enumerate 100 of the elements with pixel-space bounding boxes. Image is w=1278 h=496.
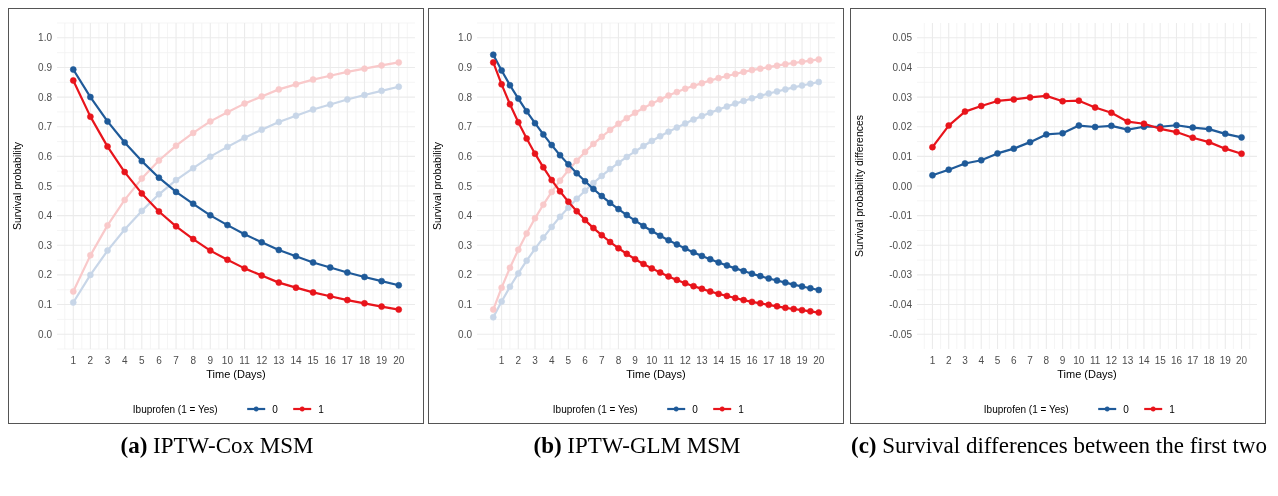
point <box>623 250 631 258</box>
y-tick-label: 0.00 <box>892 180 913 192</box>
point <box>378 277 385 285</box>
point <box>757 272 764 280</box>
x-tick-label: 8 <box>1043 355 1050 366</box>
point <box>623 211 631 219</box>
x-tick-label: 14 <box>713 355 725 366</box>
point <box>1189 134 1197 141</box>
y-tick-label: 0.4 <box>458 210 473 222</box>
point <box>815 309 823 316</box>
point <box>961 160 969 167</box>
legend-label: 0 <box>1123 403 1130 415</box>
point <box>138 190 146 197</box>
point <box>395 281 403 289</box>
point <box>665 273 672 280</box>
point <box>994 97 1001 105</box>
point <box>1238 134 1245 141</box>
point <box>155 191 163 198</box>
y-tick-label: 0.8 <box>458 91 473 103</box>
y-tick-label: 0.3 <box>38 239 53 251</box>
point <box>665 128 672 136</box>
point <box>548 188 555 196</box>
point <box>698 79 706 87</box>
point <box>121 139 128 146</box>
x-tick-label: 16 <box>746 355 758 366</box>
legend-label: 1 <box>318 403 325 415</box>
text: (b) IPTW-GLM MSM <box>533 432 741 459</box>
point <box>790 305 797 313</box>
point <box>326 72 334 80</box>
point <box>506 100 514 108</box>
point <box>540 131 547 138</box>
point <box>706 109 714 117</box>
x-tick-label: 6 <box>156 355 163 366</box>
point <box>648 265 656 272</box>
point <box>573 169 581 177</box>
point <box>489 51 497 59</box>
x-tick-label: 4 <box>121 355 128 366</box>
point <box>138 157 146 165</box>
point <box>258 239 265 246</box>
point <box>648 137 656 145</box>
x-tick-label: 4 <box>978 355 985 366</box>
point <box>690 116 697 123</box>
point <box>87 252 94 259</box>
x-axis-title: Time (Days) <box>626 368 686 380</box>
x-tick-label: 16 <box>324 355 337 366</box>
x-tick-label: 2 <box>945 355 952 366</box>
y-tick-label: 0.8 <box>38 91 53 103</box>
point <box>344 296 351 304</box>
point <box>489 313 497 321</box>
point <box>1238 150 1245 157</box>
point <box>540 234 547 241</box>
point <box>531 150 539 157</box>
x-tick-label: 19 <box>796 355 809 366</box>
x-tick-label: 1 <box>70 355 77 366</box>
point <box>698 112 706 120</box>
point <box>631 109 639 117</box>
point <box>765 275 772 282</box>
point <box>807 284 814 292</box>
y-tick-label: 0.7 <box>458 121 473 133</box>
y-tick-label: 0.01 <box>892 150 913 162</box>
x-tick-label: 18 <box>358 355 371 366</box>
y-tick-label: -0.02 <box>889 239 913 251</box>
point <box>275 118 283 126</box>
point <box>515 270 522 277</box>
legend-label: 0 <box>692 403 699 415</box>
y-tick-label: 0.2 <box>458 269 473 281</box>
y-tick-label: 1.0 <box>458 32 473 44</box>
y-tick-label: 0.9 <box>458 61 473 73</box>
point <box>790 281 797 288</box>
point <box>798 82 806 89</box>
y-tick-label: 0.5 <box>38 180 53 192</box>
point <box>665 92 672 99</box>
y-tick-label: 0.7 <box>38 121 53 133</box>
legend-title: Ibuprofen (1 = Yes) <box>552 403 638 415</box>
point <box>489 306 497 313</box>
point <box>590 185 597 193</box>
point <box>506 81 514 89</box>
x-tick-label: 19 <box>376 355 388 366</box>
point <box>258 93 265 100</box>
point <box>623 153 631 161</box>
x-tick-label: 15 <box>1154 355 1167 366</box>
x-tick-label: 20 <box>393 355 405 366</box>
x-tick-label: 8 <box>190 355 197 366</box>
point <box>378 87 385 95</box>
x-tick-label: 19 <box>1219 355 1232 366</box>
x-tick-label: 18 <box>779 355 792 366</box>
point <box>782 60 789 68</box>
x-tick-label: 4 <box>548 355 555 366</box>
point <box>606 238 614 246</box>
point <box>945 166 953 173</box>
x-tick-label: 12 <box>679 355 692 366</box>
point <box>155 208 163 215</box>
point <box>344 96 351 103</box>
point <box>189 235 197 243</box>
point <box>681 85 689 93</box>
x-tick-label: 14 <box>1138 355 1150 366</box>
x-tick-label: 9 <box>1059 355 1066 366</box>
point <box>815 56 823 63</box>
point <box>207 153 214 160</box>
point <box>656 269 664 276</box>
